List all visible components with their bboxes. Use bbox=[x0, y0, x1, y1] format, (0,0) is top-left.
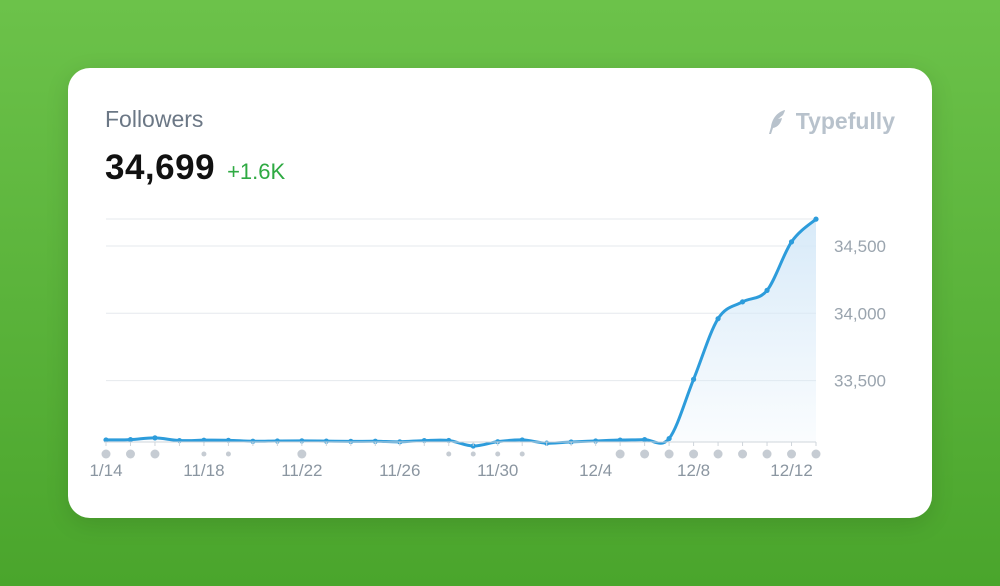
data-point bbox=[764, 287, 770, 293]
card-title: Followers bbox=[105, 106, 204, 132]
followers-card: Followers 34,699 +1.6K Typefully 33,500 3… bbox=[68, 68, 932, 518]
value-row: 34,699 +1.6K bbox=[105, 148, 285, 188]
day-marker bbox=[125, 449, 135, 459]
day-marker bbox=[689, 449, 699, 459]
day-marker bbox=[713, 449, 723, 459]
data-point bbox=[642, 437, 648, 443]
day-marker bbox=[225, 451, 231, 457]
day-marker bbox=[495, 451, 501, 457]
data-point bbox=[813, 216, 819, 222]
followers-chart: 33,500 34,000 34,500 1/14 11/18 11/22 11/26 11/… bbox=[89, 216, 886, 480]
day-marker bbox=[664, 449, 674, 459]
y-tick-label: 33,500 bbox=[834, 372, 886, 391]
day-marker bbox=[811, 449, 821, 459]
data-point bbox=[348, 438, 354, 444]
data-point bbox=[103, 437, 109, 443]
follower-delta: +1.6K bbox=[227, 159, 286, 184]
day-marker bbox=[640, 449, 650, 459]
x-tick-label: 12/12 bbox=[770, 461, 813, 480]
data-point bbox=[250, 438, 256, 444]
y-tick-label: 34,000 bbox=[834, 304, 886, 323]
feather-icon bbox=[768, 109, 785, 134]
x-tick-label: 11/30 bbox=[477, 461, 518, 480]
day-marker bbox=[201, 451, 207, 457]
day-marker bbox=[615, 449, 625, 459]
day-marker bbox=[787, 449, 797, 459]
day-marker bbox=[101, 449, 111, 459]
data-point bbox=[690, 376, 697, 382]
typefully-logo: Typefully bbox=[766, 108, 895, 135]
brand-name: Typefully bbox=[795, 108, 895, 134]
data-point bbox=[201, 437, 207, 443]
y-tick-label: 34,500 bbox=[834, 237, 886, 256]
data-point bbox=[666, 435, 672, 442]
data-point bbox=[715, 316, 721, 322]
day-marker bbox=[150, 449, 160, 459]
x-tick-label: 11/22 bbox=[281, 461, 322, 480]
data-point bbox=[788, 239, 795, 245]
day-marker bbox=[738, 449, 748, 459]
x-tick-label: 11/26 bbox=[379, 461, 420, 480]
data-point bbox=[519, 437, 525, 443]
data-point bbox=[127, 437, 134, 443]
x-tick-label: 12/4 bbox=[579, 461, 612, 480]
day-marker bbox=[762, 449, 772, 459]
day-marker bbox=[446, 451, 452, 457]
area-fill bbox=[106, 219, 816, 446]
x-tick-label: 1/14 bbox=[89, 461, 122, 480]
x-tick-label: 12/8 bbox=[677, 461, 710, 480]
data-point bbox=[372, 438, 378, 444]
day-marker bbox=[519, 451, 525, 457]
day-marker bbox=[297, 449, 307, 459]
data-point bbox=[152, 435, 158, 441]
data-point bbox=[617, 437, 623, 443]
follower-count: 34,699 bbox=[105, 148, 216, 187]
day-marker bbox=[470, 451, 476, 457]
data-point bbox=[739, 299, 746, 305]
x-tick-label: 11/18 bbox=[183, 461, 224, 480]
